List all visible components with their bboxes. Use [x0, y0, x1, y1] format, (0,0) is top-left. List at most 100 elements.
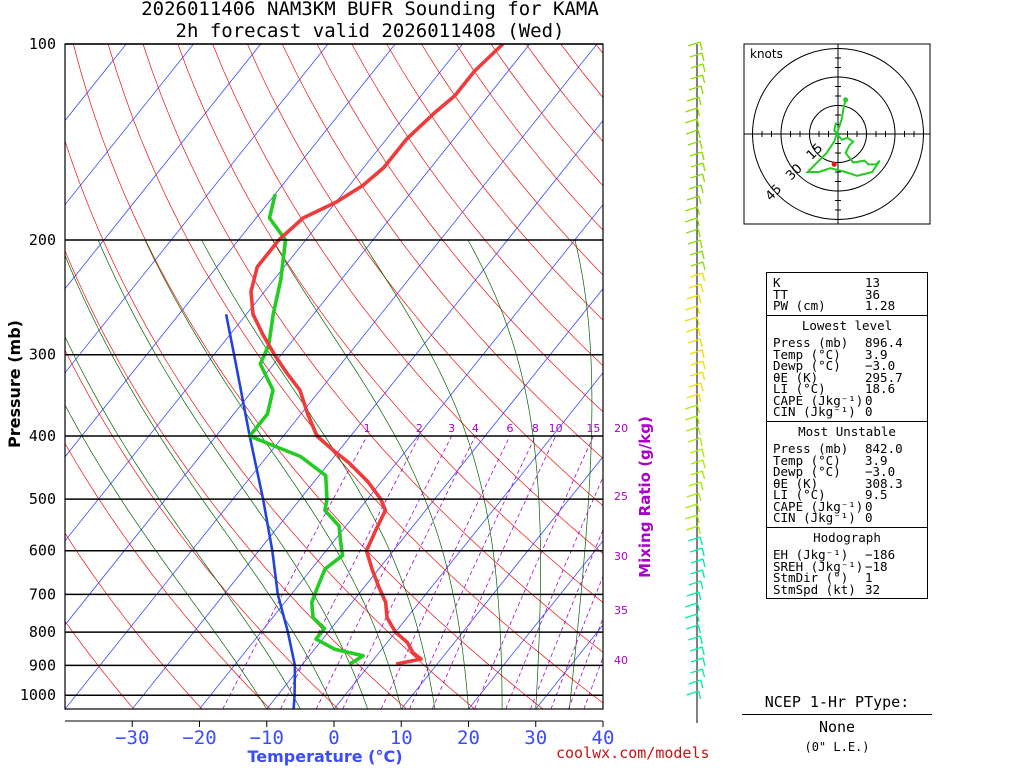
mixing-ratio-line — [315, 435, 452, 709]
moist-adiabat-line — [272, 239, 469, 709]
mixing-ratio-label: 6 — [506, 422, 513, 435]
wind-barb — [687, 338, 701, 344]
lowest-level-row: Press (mb) 896.4 — [773, 337, 921, 349]
mixing-ratio-label: 15 — [586, 422, 600, 435]
wind-barb-flag — [700, 184, 704, 194]
wind-barb-flag — [701, 349, 705, 359]
wind-barb-flag — [700, 85, 704, 95]
most-unstable-value: 308.3 — [865, 475, 903, 491]
mixing-ratio-line — [505, 476, 603, 709]
wind-barb-flag — [697, 228, 701, 238]
moist-adiabat-line — [201, 239, 436, 709]
lowest-level-header: Lowest level — [801, 317, 893, 333]
isotherm-line — [65, 44, 262, 290]
pressure-tick-label: 500 — [29, 490, 56, 508]
wind-barb — [690, 261, 704, 267]
wind-barb — [685, 228, 699, 234]
x-axis-label: Temperature (°C) — [247, 747, 402, 766]
wind-barb — [685, 305, 698, 311]
chart-title-line2: 2h forecast valid 2026011408 (Wed) — [175, 20, 565, 42]
moist-adiabat-line — [97, 239, 368, 709]
hodograph-label: StmDir (°) — [773, 570, 849, 585]
dry-adiabat-line — [65, 532, 203, 709]
lowest-level-row: CIN (Jkg⁻¹) 0 — [773, 406, 921, 418]
most-unstable-row: CAPE (Jkg⁻¹) 0 — [773, 500, 921, 513]
wind-barb — [684, 118, 698, 124]
wind-barb — [685, 327, 699, 333]
wind-barb — [688, 85, 702, 91]
wind-barb — [688, 635, 701, 641]
wind-barb — [686, 525, 699, 531]
ptype-title: NCEP 1-Hr PType: — [764, 693, 910, 711]
wind-barb-flag — [699, 338, 703, 348]
isotherm-line — [333, 372, 603, 709]
wind-barb-flag — [700, 580, 704, 590]
pressure-tick-label: 600 — [29, 542, 56, 560]
lowest-level-label: Press (mb) — [773, 335, 849, 350]
temperature-tick-label: 20 — [457, 727, 480, 749]
hodograph-section: Hodograph EH (Jkg⁻¹) −186 SREH (Jkg⁻¹) −18 S… — [767, 526, 927, 599]
wind-barb-flag — [701, 371, 706, 381]
wind-barb-flag — [696, 217, 700, 227]
hodograph-value: −18 — [865, 558, 888, 574]
wind-barb-flag — [699, 536, 703, 546]
temperature-tick-label: 30 — [524, 727, 547, 749]
hodograph-row: StmDir (°) 1 — [773, 572, 921, 584]
wind-barb — [684, 613, 698, 619]
indices-panel: K 13 TT 36 PW (cm) 1.28 Lowest level Press (m… — [766, 272, 928, 599]
mixing-ratio-axis-label: Mixing Ratio (g/kg) — [636, 416, 654, 578]
index-label: K — [773, 275, 781, 290]
mixing-ratio-label: 25 — [614, 490, 628, 503]
most-unstable-value: 842.0 — [865, 441, 903, 456]
hodograph-row: StmSpd (kt) 32 — [773, 583, 921, 596]
wind-barb — [688, 580, 701, 586]
wind-barb-flag — [701, 547, 705, 557]
pressure-tick-label: 300 — [29, 346, 56, 364]
dry-adiabat-line — [177, 44, 603, 603]
credit-link[interactable]: coolwx.com/models — [556, 744, 710, 762]
wind-barb-flag — [702, 261, 706, 271]
most-unstable-value: 9.5 — [865, 487, 888, 502]
wind-barb-flag — [698, 195, 702, 205]
lowest-level-label: Dewp (°C) — [773, 358, 841, 373]
wind-barb — [689, 646, 703, 652]
mixing-ratio-label: 2 — [416, 422, 423, 435]
temperature-tick-label: 40 — [592, 727, 615, 749]
wind-barb — [689, 448, 703, 454]
wind-barb-flag — [701, 151, 705, 161]
hodograph-units-label: knots — [750, 47, 783, 61]
wind-barb — [690, 459, 704, 465]
hodograph-trace — [805, 99, 881, 177]
dry-adiabat-line — [351, 44, 603, 367]
lowest-level-row: Temp (°C) 3.9 — [773, 348, 921, 361]
wind-barb — [690, 173, 703, 179]
wind-barb — [688, 536, 701, 542]
lowest-level-label: CAPE (Jkg⁻¹) — [773, 392, 864, 408]
wind-barb — [686, 294, 700, 300]
moist-adiabat-line — [65, 336, 301, 709]
isotherm-line — [65, 44, 329, 374]
index-value: 13 — [865, 275, 881, 290]
mixing-ratio-line — [380, 435, 511, 709]
most-unstable-row: Temp (°C) 3.9 — [773, 454, 921, 467]
hodograph-value: −186 — [865, 547, 896, 562]
ptype-detail: (0" L.E.) — [804, 740, 870, 754]
ptype-box: NCEP 1-Hr PType: None (0" L.E.) — [742, 692, 932, 757]
wind-barb-flag — [701, 448, 705, 458]
wind-barb — [686, 393, 700, 399]
pressure-tick-label: 900 — [29, 656, 56, 674]
wind-barb-flag — [702, 63, 706, 73]
wind-barb — [688, 679, 701, 685]
indices-summary: K 13 TT 36 PW (cm) 1.28 — [767, 273, 927, 315]
hodograph-header: Hodograph — [813, 529, 881, 545]
wind-barb — [685, 602, 698, 608]
wind-barb-flag — [702, 162, 706, 172]
most-unstable-row: CIN (Jkg⁻¹) 0 — [773, 512, 921, 524]
dewpoint-trace — [247, 193, 365, 666]
wind-barb-flag — [696, 602, 700, 612]
wind-barb-flag — [702, 360, 706, 370]
wind-barb-flag — [700, 283, 704, 293]
wind-barb-flag — [701, 569, 706, 579]
wind-barb-flag — [698, 591, 702, 601]
y-axis-label: Pressure (mb) — [5, 320, 24, 448]
